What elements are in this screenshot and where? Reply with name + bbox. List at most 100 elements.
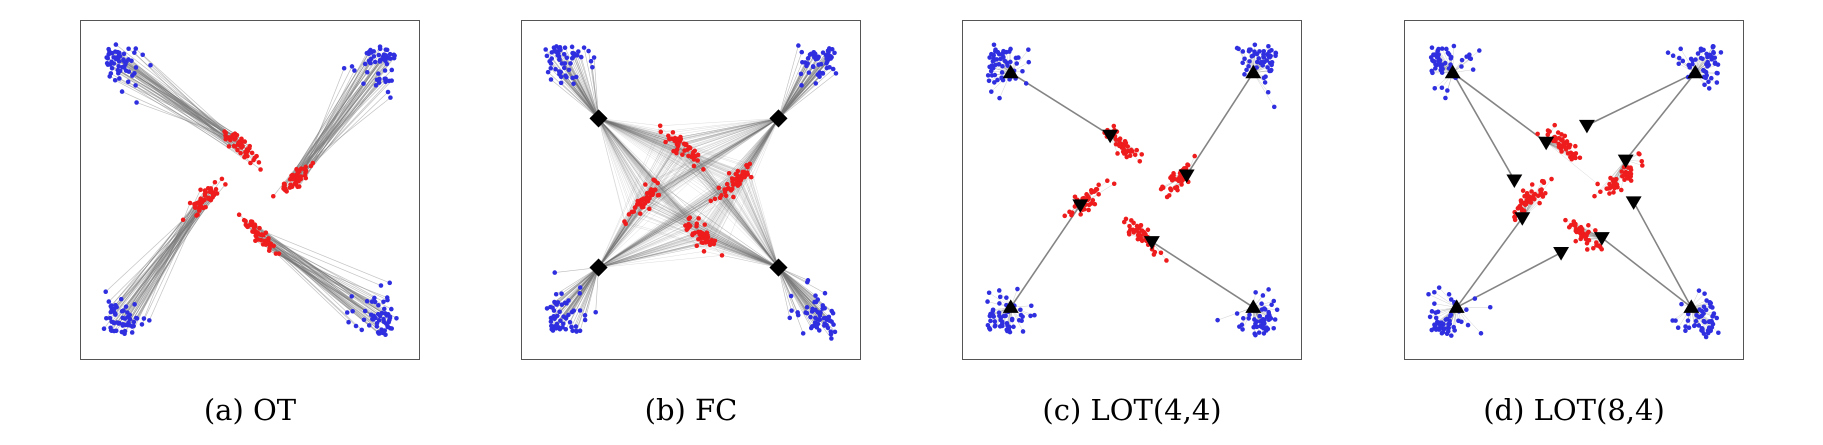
source-point bbox=[1271, 104, 1277, 110]
target-point bbox=[236, 212, 242, 218]
source-point bbox=[1445, 88, 1450, 93]
transport-line bbox=[674, 118, 779, 141]
transport-line bbox=[598, 118, 678, 145]
source-point bbox=[387, 280, 393, 286]
target-point bbox=[1090, 197, 1096, 203]
source-point bbox=[795, 310, 800, 315]
transport-line bbox=[1452, 50, 1480, 73]
target-point bbox=[676, 137, 681, 142]
target-point bbox=[1593, 228, 1598, 233]
source-point bbox=[1706, 79, 1711, 85]
source-point bbox=[1694, 312, 1699, 318]
transport-line bbox=[118, 72, 243, 147]
source-point bbox=[389, 67, 395, 73]
source-point bbox=[559, 61, 565, 66]
target-point bbox=[691, 157, 697, 162]
transport-line bbox=[649, 208, 779, 268]
source-point bbox=[385, 89, 391, 95]
transport-line bbox=[598, 187, 719, 268]
transport-line bbox=[253, 227, 390, 284]
transport-line bbox=[118, 65, 245, 142]
transport-line bbox=[742, 171, 779, 268]
target-point bbox=[1160, 184, 1165, 190]
source-point bbox=[830, 310, 836, 316]
transport-line bbox=[698, 218, 779, 268]
source-point bbox=[573, 74, 579, 80]
transport-line bbox=[598, 218, 689, 268]
transport-line bbox=[676, 118, 779, 140]
source-point bbox=[806, 70, 812, 75]
source-point bbox=[1449, 333, 1454, 338]
target-point bbox=[213, 186, 219, 192]
source-point bbox=[1028, 313, 1033, 319]
transport-line bbox=[598, 174, 748, 268]
transport-line bbox=[598, 118, 685, 151]
target-point bbox=[1128, 227, 1133, 232]
target-point bbox=[180, 217, 186, 223]
target-point bbox=[1123, 140, 1129, 146]
source-point bbox=[1007, 324, 1012, 330]
transport-line bbox=[295, 49, 388, 181]
transport-line bbox=[291, 49, 371, 176]
target-point bbox=[1524, 191, 1530, 196]
target-point bbox=[1137, 159, 1143, 164]
transport-line bbox=[598, 242, 710, 268]
transport-line bbox=[598, 118, 705, 225]
source-point bbox=[1442, 60, 1448, 66]
source-point bbox=[1429, 309, 1435, 314]
transport-line bbox=[655, 189, 779, 268]
source-point bbox=[1472, 296, 1478, 301]
target-point bbox=[1535, 131, 1540, 137]
transport-line bbox=[735, 118, 779, 180]
transport-line bbox=[131, 60, 238, 151]
transport-line bbox=[672, 118, 779, 133]
transport-line bbox=[651, 193, 779, 268]
source-point bbox=[109, 65, 115, 71]
target-point bbox=[208, 197, 214, 203]
transport-line bbox=[127, 188, 209, 326]
source-point bbox=[1018, 312, 1024, 318]
transport-line bbox=[649, 198, 779, 268]
source-point bbox=[830, 66, 836, 72]
transport-line bbox=[746, 165, 779, 268]
transport-line bbox=[113, 207, 201, 324]
source-point bbox=[113, 311, 118, 316]
transport-line bbox=[690, 118, 779, 149]
transport-line bbox=[735, 179, 779, 268]
transport-line bbox=[732, 181, 779, 268]
target-point bbox=[631, 209, 637, 214]
target-point bbox=[1636, 151, 1641, 156]
target-point bbox=[740, 169, 745, 175]
source-point bbox=[374, 320, 380, 326]
source-point bbox=[1266, 53, 1271, 59]
transport-line bbox=[598, 118, 728, 185]
transport-line bbox=[677, 118, 779, 145]
transport-line bbox=[598, 118, 704, 236]
transport-line bbox=[598, 118, 737, 185]
source-point bbox=[376, 71, 381, 76]
source-point bbox=[808, 314, 813, 320]
target-point bbox=[1558, 146, 1564, 151]
target-point bbox=[282, 186, 288, 191]
target-point bbox=[701, 249, 707, 254]
transport-line bbox=[703, 169, 779, 268]
source-point bbox=[1016, 317, 1022, 323]
transport-line bbox=[647, 118, 779, 201]
transport-line bbox=[640, 118, 779, 203]
source-point bbox=[1020, 329, 1026, 334]
target-point bbox=[1556, 135, 1562, 141]
target-point bbox=[1124, 154, 1129, 160]
transport-line bbox=[598, 118, 672, 139]
source-point bbox=[987, 55, 992, 60]
transport-line bbox=[598, 232, 699, 268]
source-point bbox=[990, 312, 996, 318]
source-anchor-triangle bbox=[1683, 299, 1700, 313]
source-point bbox=[1446, 328, 1451, 334]
transport-line bbox=[119, 193, 218, 324]
source-point bbox=[564, 301, 569, 306]
transport-line bbox=[312, 51, 370, 164]
source-point bbox=[1428, 55, 1434, 60]
transport-line bbox=[598, 203, 646, 268]
target-point bbox=[640, 196, 646, 202]
source-point bbox=[1665, 50, 1671, 55]
